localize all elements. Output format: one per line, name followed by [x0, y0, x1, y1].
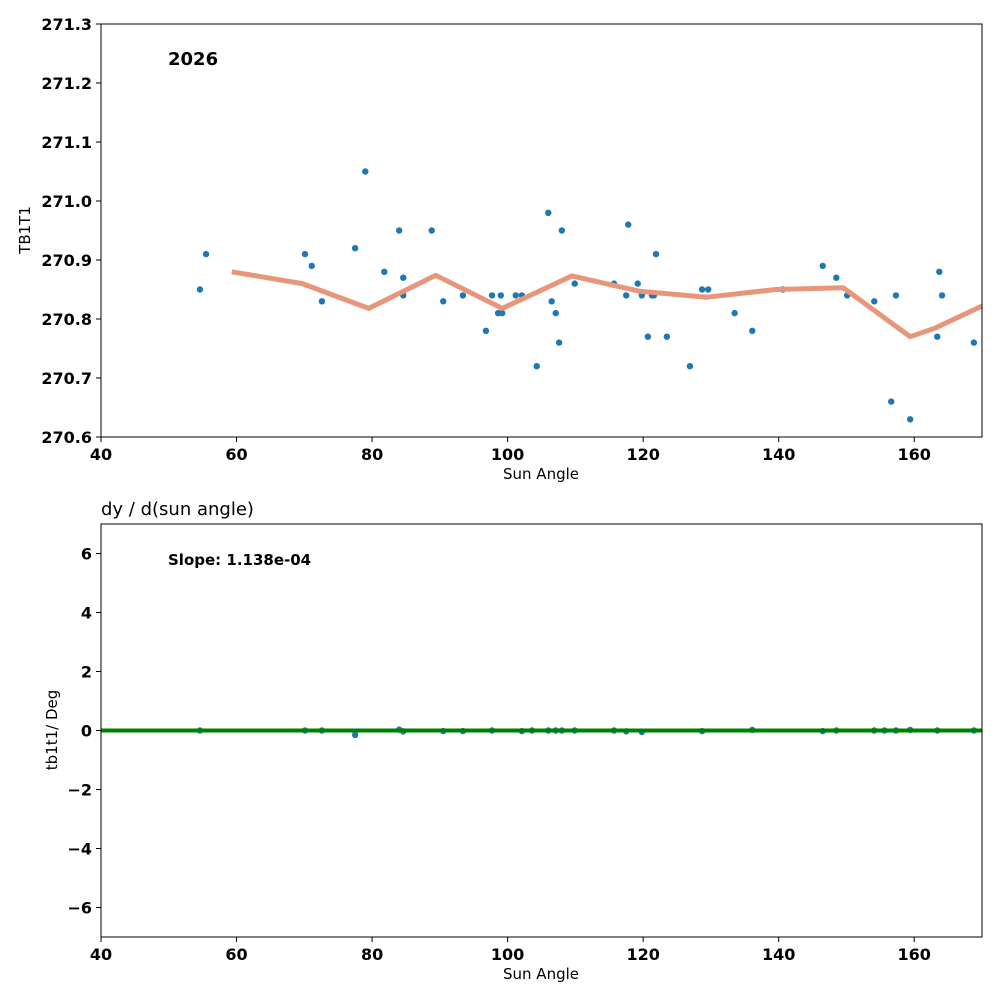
data-point [625, 221, 632, 228]
data-point [548, 298, 555, 305]
bottom-xlabel: Sun Angle [503, 965, 579, 983]
y-tick-label: −2 [67, 781, 92, 800]
data-point [395, 227, 403, 234]
data-point [731, 309, 738, 317]
y-tick-label: 2 [81, 663, 92, 682]
data-point [351, 731, 359, 739]
x-tick-label: 80 [361, 445, 383, 464]
data-point [644, 333, 652, 340]
x-tick-label: 140 [762, 945, 795, 964]
data-point [906, 416, 914, 423]
bottom-annotation: Slope: 1.138e-04 [168, 551, 311, 569]
data-point [482, 327, 490, 334]
y-tick-label: 271.2 [41, 74, 92, 93]
y-tick-label: 271.0 [41, 192, 92, 211]
data-point [428, 227, 435, 234]
y-tick-label: 270.9 [41, 251, 92, 270]
y-tick-label: 270.6 [41, 428, 92, 447]
bottom-panel: dy / d(sun angle) Slope: 1.138e-04 Sun A… [43, 499, 983, 983]
data-point [887, 398, 895, 405]
x-tick-label: 60 [225, 445, 247, 464]
x-tick-label: 160 [898, 945, 931, 964]
x-tick-label: 120 [626, 445, 659, 464]
x-tick-label: 140 [762, 445, 795, 464]
data-point [686, 363, 694, 370]
data-point [440, 298, 447, 305]
data-point [381, 268, 388, 275]
y-tick-label: −6 [67, 899, 92, 918]
data-point [552, 309, 559, 317]
data-point [488, 292, 496, 299]
bottom-ylabel: tb1t1/ Deg [43, 690, 61, 771]
x-tick-label: 80 [361, 945, 383, 964]
top-panel: 2026 Sun Angle TB1T1 40 60 80 100 120 140 160 2… [16, 15, 984, 483]
y-tick-label: 6 [81, 545, 92, 564]
data-point [498, 309, 506, 317]
data-point [970, 339, 978, 346]
top-ylabel: TB1T1 [16, 206, 34, 255]
data-point [545, 209, 552, 216]
x-tick-label: 160 [898, 445, 931, 464]
data-point [202, 250, 210, 258]
data-point [497, 292, 505, 299]
x-tick-label: 100 [491, 445, 524, 464]
data-point [459, 292, 467, 299]
data-point [892, 292, 900, 299]
data-point [571, 280, 578, 287]
x-tick-label: 40 [90, 945, 112, 964]
data-point [652, 250, 660, 258]
data-point [558, 227, 566, 234]
data-point [301, 250, 309, 258]
y-tick-label: 271.1 [41, 133, 92, 152]
data-point [833, 274, 840, 281]
y-tick-label: 270.8 [41, 310, 92, 329]
data-point [934, 333, 941, 340]
data-point [533, 363, 540, 370]
plot-frame [100, 23, 983, 438]
data-point [705, 286, 712, 293]
y-tick-label: −4 [67, 840, 92, 859]
top-xlabel: Sun Angle [503, 465, 579, 483]
x-tick-label: 60 [225, 945, 247, 964]
data-point [318, 298, 326, 305]
data-point [938, 292, 946, 299]
data-point [623, 292, 630, 299]
trend-line [231, 269, 984, 340]
data-point [698, 286, 706, 293]
data-point [634, 280, 641, 287]
data-point [663, 333, 671, 340]
data-point [362, 168, 369, 175]
data-point [196, 286, 204, 293]
y-tick-label: 0 [81, 722, 92, 741]
data-point [400, 274, 407, 281]
y-tick-label: 271.3 [41, 15, 92, 34]
x-tick-label: 40 [90, 445, 112, 464]
data-point [512, 292, 519, 299]
data-point [308, 262, 315, 270]
y-tick-label: 4 [81, 604, 92, 623]
bottom-title: dy / d(sun angle) [101, 499, 254, 520]
data-point [351, 245, 359, 252]
data-point [555, 339, 563, 346]
data-point [936, 268, 943, 275]
data-point [749, 327, 756, 334]
top-annotation: 2026 [168, 49, 218, 70]
x-tick-label: 120 [626, 945, 659, 964]
data-point [871, 298, 878, 305]
y-tick-label: 270.7 [41, 369, 92, 388]
data-point [819, 262, 826, 270]
x-tick-label: 100 [491, 945, 524, 964]
